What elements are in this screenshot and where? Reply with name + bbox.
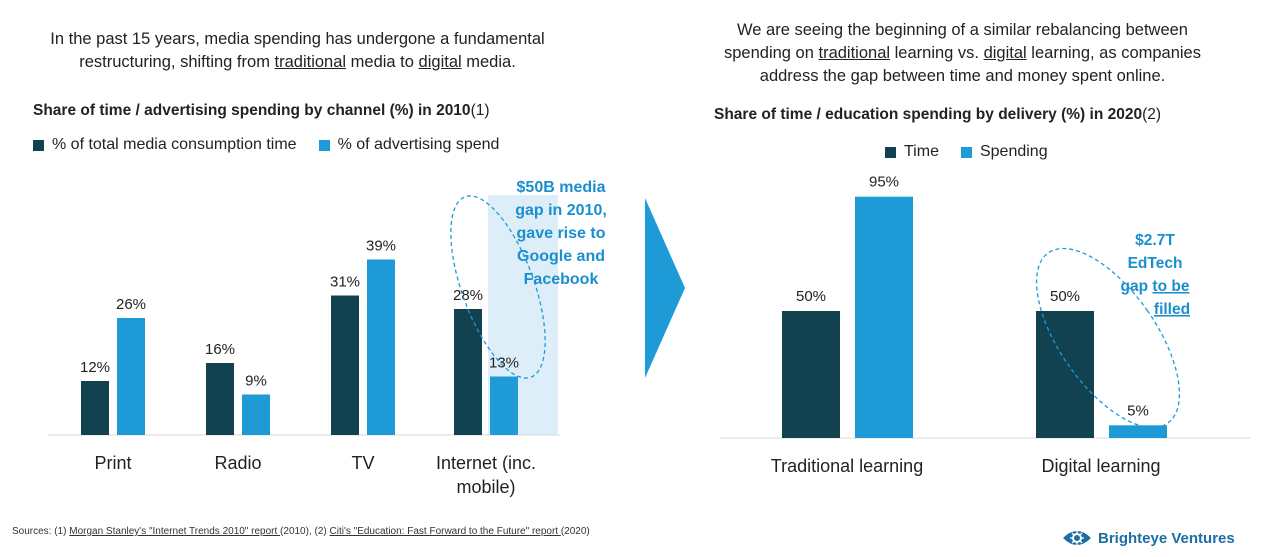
legend-label: Spending: [979, 143, 1048, 160]
left-bar-chart: 12% 26% Print 16% 9% Radio 31% 39% TV 28% 13% Inter…: [48, 179, 607, 497]
right-chart-title-text: Share of time / education spending by de…: [714, 106, 1143, 123]
left-chart-title: Share of time / advertising spending by …: [33, 102, 490, 120]
category-label: mobile): [456, 477, 515, 497]
annotation-text: EdTech: [1128, 255, 1183, 272]
left-chart-title-text: Share of time / advertising spending by …: [33, 102, 471, 119]
left-intro: In the past 15 years, media spending has…: [10, 28, 585, 74]
legend-swatch-dark: [885, 146, 896, 158]
bar-spending: [1109, 425, 1167, 438]
category-label: Internet (inc.: [436, 453, 536, 473]
gap-ellipse: [1035, 247, 1181, 429]
legend-label: % of total media consumption time: [52, 136, 297, 153]
sources-text: (2010), (2): [280, 526, 330, 537]
data-label: 26%: [116, 296, 146, 313]
bar-time: [782, 311, 840, 438]
category-label: Digital learning: [1041, 456, 1160, 476]
bar-time: [81, 381, 109, 435]
annotation-text: gap to be: [1121, 278, 1190, 295]
left-intro-text: restructuring, shifting from: [79, 53, 275, 71]
legend-swatch-light: [318, 139, 330, 151]
data-label: 31%: [330, 274, 360, 291]
left-legend: % of total media consumption time % of a…: [33, 136, 499, 154]
category-label: TV: [351, 453, 374, 473]
left-intro-text: media to: [346, 53, 419, 71]
annotation-text: $2.7T: [1135, 232, 1175, 249]
left-chart-title-ref: (1): [470, 102, 490, 119]
brand-logo: Brighteye Ventures: [1062, 528, 1235, 548]
annotation-text: Google and: [517, 248, 605, 265]
right-intro-underline-digital: digital: [983, 44, 1027, 62]
right-intro-underline-traditional: traditional: [818, 44, 891, 62]
legend-label: % of advertising spend: [337, 136, 500, 153]
left-intro-text: media.: [461, 53, 516, 71]
annotation-text: gave rise to: [517, 225, 606, 242]
right-chart-title-ref: (2): [1142, 106, 1162, 123]
right-intro-line-1: We are seeing the beginning of a similar…: [737, 21, 1188, 39]
data-label: 13%: [489, 355, 519, 372]
right-intro: We are seeing the beginning of a similar…: [690, 19, 1235, 88]
source-link-1[interactable]: Morgan Stanley's "Internet Trends 2010" …: [69, 526, 281, 537]
bar-spending: [855, 196, 913, 438]
bar-time: [206, 363, 234, 435]
bar-time: [331, 295, 359, 435]
legend-item-spend: Spending: [960, 143, 1048, 161]
sources-footnote: Sources: (1) Morgan Stanley's "Internet …: [12, 526, 590, 537]
source-link-2[interactable]: Citi's "Education: Fast Forward to the F…: [329, 526, 561, 537]
legend-label: Time: [904, 143, 939, 160]
right-legend: Time Spending: [885, 143, 1048, 161]
annotation-gap-word: gap: [1121, 278, 1153, 295]
annotation-text: $50B media: [517, 179, 606, 196]
gap-ellipse: [450, 195, 546, 379]
bar-time: [454, 309, 482, 435]
category-label: Radio: [214, 453, 261, 473]
category-label: Print: [94, 453, 131, 473]
data-label: 12%: [80, 359, 110, 376]
legend-item-time: % of total media consumption time: [33, 136, 297, 154]
brand-name: Brighteye Ventures: [1098, 529, 1235, 547]
right-intro-text: learning vs.: [890, 44, 984, 62]
annotation-text: gap in 2010,: [515, 202, 607, 219]
right-intro-text: learning, as companies: [1026, 44, 1201, 62]
legend-item-spend: % of advertising spend: [318, 136, 500, 154]
data-label: 16%: [205, 341, 235, 358]
annotation-text: Facebook: [524, 271, 599, 288]
data-label: 95%: [869, 174, 899, 191]
data-label: 50%: [1050, 288, 1080, 305]
right-bar-chart: 50% 95% Traditional learning 50% 5% Digital l…: [720, 174, 1250, 476]
bar-time: [1036, 311, 1094, 438]
data-label: 28%: [453, 287, 483, 304]
sources-prefix: Sources: (1): [12, 526, 70, 537]
right-chart-title: Share of time / education spending by de…: [714, 106, 1161, 124]
bar-spend: [367, 259, 395, 435]
annotation-underlined: filled: [1154, 301, 1190, 318]
eye-icon: [1063, 531, 1091, 545]
legend-item-time: Time: [885, 143, 939, 161]
data-label: 5%: [1127, 402, 1149, 419]
bar-spend: [242, 394, 270, 435]
legend-swatch-dark: [33, 139, 44, 151]
left-intro-underline-digital: digital: [418, 53, 462, 71]
data-label: 9%: [245, 373, 267, 390]
right-intro-text: spending on: [724, 44, 819, 62]
annotation-underlined: to be: [1152, 278, 1189, 295]
data-label: 50%: [796, 288, 826, 305]
category-label: Traditional learning: [771, 456, 923, 476]
bar-spend: [117, 318, 145, 435]
right-intro-line-3: address the gap between time and money s…: [759, 67, 1166, 85]
bar-spend: [490, 376, 518, 435]
chevron-arrow-icon: [645, 198, 685, 378]
right-intro-line-2: spending on traditional learning vs. dig…: [690, 42, 1235, 65]
left-intro-line-2: restructuring, shifting from traditional…: [10, 51, 585, 74]
sources-text: (2020): [560, 526, 590, 537]
data-label: 39%: [366, 238, 396, 255]
legend-swatch-light: [960, 146, 972, 158]
left-intro-underline-traditional: traditional: [274, 53, 347, 71]
left-intro-line-1: In the past 15 years, media spending has…: [50, 30, 545, 48]
